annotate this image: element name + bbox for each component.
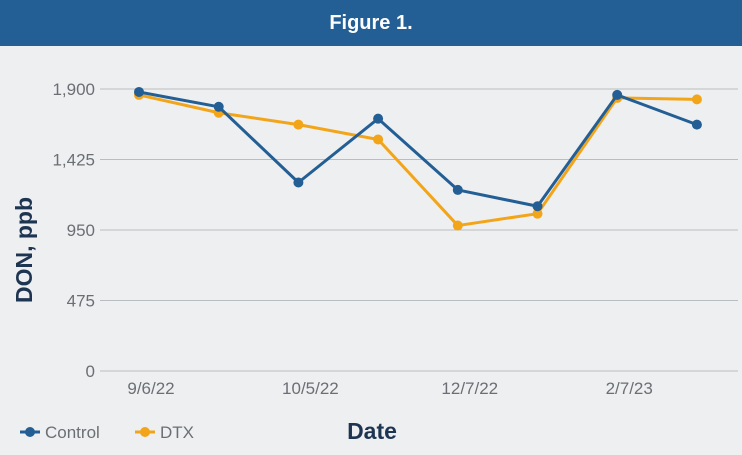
- x-tick-label: 10/5/22: [282, 379, 339, 398]
- y-axis-title: DON, ppb: [11, 197, 37, 303]
- control-data-point: [612, 89, 623, 100]
- y-tick-label: 1,425: [52, 151, 95, 170]
- control-series-line: [138, 90, 698, 208]
- control-data-point: [452, 184, 463, 195]
- dtx-data-point: [452, 220, 463, 231]
- dtx-data-point: [373, 134, 384, 145]
- dtx-legend-label: DTX: [160, 423, 194, 442]
- control-data-point: [691, 119, 702, 130]
- y-tick-label: 950: [67, 221, 95, 240]
- control-data-point: [134, 86, 144, 97]
- control-data-point: [213, 101, 224, 112]
- x-axis-title: Date: [347, 418, 397, 444]
- control-data-point: [532, 201, 543, 212]
- control-data-point: [293, 177, 304, 188]
- x-tick-label: 12/7/22: [441, 379, 498, 398]
- y-tick-label: 0: [86, 362, 95, 381]
- x-tick-label: 9/6/22: [127, 379, 174, 398]
- x-tick-label: 2/7/23: [606, 379, 653, 398]
- control-legend-label: Control: [45, 423, 100, 442]
- dtx-data-point: [691, 94, 702, 105]
- control-legend-marker: [25, 427, 35, 437]
- control-data-point: [373, 113, 384, 124]
- figure-title-banner: Figure 1.: [0, 0, 742, 46]
- y-tick-label: 475: [67, 292, 95, 311]
- figure-title: Figure 1.: [329, 11, 413, 34]
- dtx-data-point: [293, 119, 304, 130]
- y-tick-label: 1,900: [52, 80, 95, 99]
- dtx-data-point: [532, 208, 543, 219]
- dtx-series-line: [138, 93, 697, 228]
- dtx-legend-marker: [140, 427, 150, 437]
